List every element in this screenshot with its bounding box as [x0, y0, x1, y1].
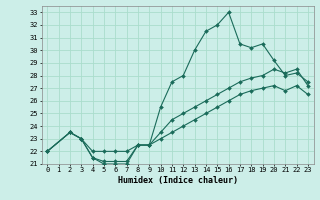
X-axis label: Humidex (Indice chaleur): Humidex (Indice chaleur)	[118, 176, 237, 185]
